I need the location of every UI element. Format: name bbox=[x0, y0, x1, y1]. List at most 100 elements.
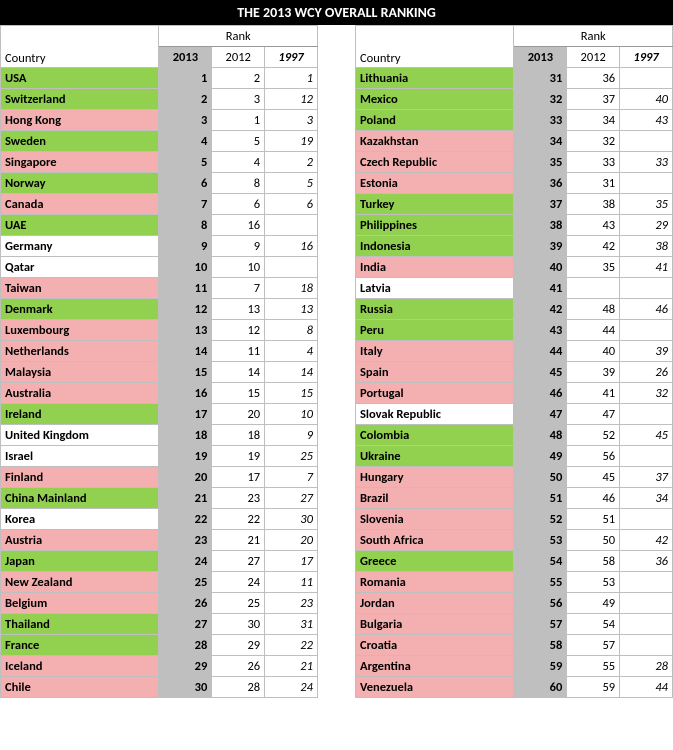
rank-2012-cell: 30 bbox=[212, 614, 265, 635]
rank-2013-cell: 39 bbox=[514, 236, 567, 257]
rank-2012-cell: 21 bbox=[212, 530, 265, 551]
rank-1997-cell bbox=[620, 635, 673, 656]
rank-2012-cell: 24 bbox=[212, 572, 265, 593]
rank-1997-cell: 20 bbox=[265, 530, 318, 551]
country-cell: Peru bbox=[356, 320, 514, 341]
rank-1997-cell: 6 bbox=[265, 194, 318, 215]
country-cell: Slovak Republic bbox=[356, 404, 514, 425]
rank-2012-cell: 46 bbox=[567, 488, 620, 509]
rank-2013-cell: 57 bbox=[514, 614, 567, 635]
table-row: Denmark121313Russia424846 bbox=[1, 299, 673, 320]
table-row: Taiwan11718Latvia41 bbox=[1, 278, 673, 299]
rank-1997-cell: 36 bbox=[620, 551, 673, 572]
rank-1997-cell: 19 bbox=[265, 131, 318, 152]
rank-2013-cell: 34 bbox=[514, 131, 567, 152]
rank-1997-cell: 25 bbox=[265, 446, 318, 467]
rank-1997-cell bbox=[265, 257, 318, 278]
country-cell: Sweden bbox=[1, 131, 159, 152]
table-row: Australia161515Portugal464132 bbox=[1, 383, 673, 404]
rank-1997-cell: 30 bbox=[265, 509, 318, 530]
rank-1997-cell: 12 bbox=[265, 89, 318, 110]
country-cell: South Africa bbox=[356, 530, 514, 551]
gap-cell bbox=[317, 89, 355, 110]
rank-1997-cell: 43 bbox=[620, 110, 673, 131]
table-row: Qatar1010India403541 bbox=[1, 257, 673, 278]
rank-2012-cell: 50 bbox=[567, 530, 620, 551]
table-row: United Kingdom18189Colombia485245 bbox=[1, 425, 673, 446]
table-row: Netherlands14114Italy444039 bbox=[1, 341, 673, 362]
rank-2013-cell: 48 bbox=[514, 425, 567, 446]
rank-2012-cell: 39 bbox=[567, 362, 620, 383]
table-row: UAE816Philippines384329 bbox=[1, 215, 673, 236]
rank-2012-cell: 17 bbox=[212, 467, 265, 488]
table-title: THE 2013 WCY OVERALL RANKING bbox=[0, 0, 673, 25]
rank-1997-cell: 35 bbox=[620, 194, 673, 215]
rank-2013-cell: 43 bbox=[514, 320, 567, 341]
rank-2013-cell: 25 bbox=[159, 572, 212, 593]
gap-cell bbox=[317, 236, 355, 257]
rank-1997-cell: 42 bbox=[620, 530, 673, 551]
rank-1997-cell bbox=[620, 509, 673, 530]
rank-2013-cell: 6 bbox=[159, 173, 212, 194]
rank-2012-cell: 33 bbox=[567, 152, 620, 173]
country-cell: Portugal bbox=[356, 383, 514, 404]
rank-1997-cell: 16 bbox=[265, 236, 318, 257]
rank-2013-cell: 44 bbox=[514, 341, 567, 362]
rank-2013-cell: 18 bbox=[159, 425, 212, 446]
table-row: Singapore542Czech Republic353333 bbox=[1, 152, 673, 173]
table-row: Canada766Turkey373835 bbox=[1, 194, 673, 215]
header-2013-left: 2013 bbox=[159, 47, 212, 68]
table-row: Belgium262523Jordan5649 bbox=[1, 593, 673, 614]
country-cell: Colombia bbox=[356, 425, 514, 446]
country-cell: Philippines bbox=[356, 215, 514, 236]
country-cell: Thailand bbox=[1, 614, 159, 635]
country-cell: Lithuania bbox=[356, 68, 514, 89]
header-1997-right: 1997 bbox=[620, 47, 673, 68]
gap-cell bbox=[317, 530, 355, 551]
gap-cell bbox=[317, 362, 355, 383]
country-cell: Luxembourg bbox=[1, 320, 159, 341]
rank-2012-cell: 15 bbox=[212, 383, 265, 404]
rank-2013-cell: 22 bbox=[159, 509, 212, 530]
country-cell: Austria bbox=[1, 530, 159, 551]
country-cell: Venezuela bbox=[356, 677, 514, 698]
gap-cell bbox=[317, 593, 355, 614]
rank-1997-cell: 5 bbox=[265, 173, 318, 194]
country-cell: Germany bbox=[1, 236, 159, 257]
rank-2012-cell: 52 bbox=[567, 425, 620, 446]
rank-2013-cell: 54 bbox=[514, 551, 567, 572]
rank-1997-cell: 14 bbox=[265, 362, 318, 383]
country-cell: Indonesia bbox=[356, 236, 514, 257]
header-2012-left: 2012 bbox=[212, 47, 265, 68]
table-row: China Mainland212327Brazil514634 bbox=[1, 488, 673, 509]
country-cell: Czech Republic bbox=[356, 152, 514, 173]
country-cell: Russia bbox=[356, 299, 514, 320]
rank-2013-cell: 53 bbox=[514, 530, 567, 551]
rank-2012-cell: 36 bbox=[567, 68, 620, 89]
rank-2012-cell: 41 bbox=[567, 383, 620, 404]
rank-2013-cell: 41 bbox=[514, 278, 567, 299]
rank-2013-cell: 51 bbox=[514, 488, 567, 509]
rank-2012-cell: 34 bbox=[567, 110, 620, 131]
table-row: Iceland292621Argentina595528 bbox=[1, 656, 673, 677]
rank-1997-cell: 22 bbox=[265, 635, 318, 656]
country-cell: Israel bbox=[1, 446, 159, 467]
rank-1997-cell: 32 bbox=[620, 383, 673, 404]
rank-2013-cell: 55 bbox=[514, 572, 567, 593]
gap-cell bbox=[317, 551, 355, 572]
rank-1997-cell bbox=[620, 404, 673, 425]
country-cell: China Mainland bbox=[1, 488, 159, 509]
rank-2013-cell: 30 bbox=[159, 677, 212, 698]
rank-2012-cell: 13 bbox=[212, 299, 265, 320]
rank-2012-cell: 1 bbox=[212, 110, 265, 131]
country-cell: Argentina bbox=[356, 656, 514, 677]
rank-2013-cell: 40 bbox=[514, 257, 567, 278]
rank-1997-cell: 31 bbox=[265, 614, 318, 635]
country-cell: Italy bbox=[356, 341, 514, 362]
table-row: Thailand273031Bulgaria5754 bbox=[1, 614, 673, 635]
rank-2012-cell: 42 bbox=[567, 236, 620, 257]
rank-1997-cell: 38 bbox=[620, 236, 673, 257]
gap-cell bbox=[317, 425, 355, 446]
rank-1997-cell: 18 bbox=[265, 278, 318, 299]
rank-2012-cell: 31 bbox=[567, 173, 620, 194]
